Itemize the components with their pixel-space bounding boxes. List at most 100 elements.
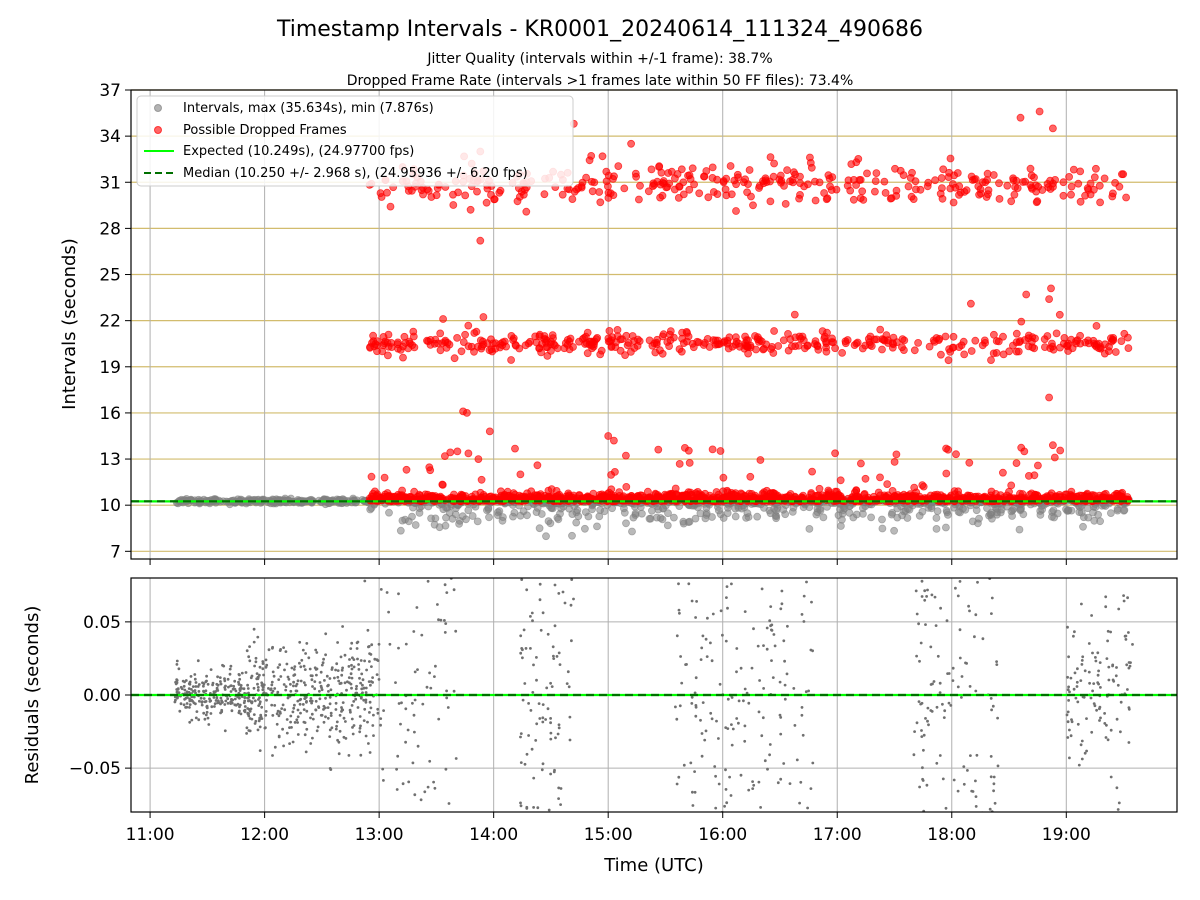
residual-point xyxy=(319,670,323,674)
dropped-frame-point xyxy=(898,496,907,505)
residual-point xyxy=(763,759,767,763)
residual-point xyxy=(364,691,368,694)
residuals-xtick-label: 17:00 xyxy=(813,825,862,845)
interval-point xyxy=(1015,525,1024,534)
residual-point xyxy=(947,701,951,705)
residual-point xyxy=(205,674,209,678)
residual-point xyxy=(954,586,957,590)
residual-point xyxy=(355,647,359,650)
residual-point xyxy=(292,706,296,710)
dropped-frame-point xyxy=(872,169,881,178)
residual-point xyxy=(279,711,282,715)
residual-point xyxy=(531,619,534,623)
residual-point xyxy=(549,717,552,720)
residual-point xyxy=(296,733,300,736)
dropped-frame-point xyxy=(377,193,386,201)
residual-point xyxy=(1109,775,1113,779)
residual-point xyxy=(1117,607,1121,611)
residual-point xyxy=(239,712,243,716)
intervals-y-axis-label: Intervals (seconds) xyxy=(59,238,80,410)
interval-point xyxy=(679,517,688,526)
residual-point xyxy=(726,727,730,730)
residual-point xyxy=(289,714,293,718)
residual-point xyxy=(941,702,944,706)
dropped-frame-point xyxy=(987,356,995,365)
residual-point xyxy=(335,724,338,728)
residual-point xyxy=(316,725,320,729)
interval-point xyxy=(816,506,825,515)
interval-point xyxy=(631,511,640,519)
dropped-frame-point xyxy=(531,332,540,341)
residual-point xyxy=(252,696,255,700)
residual-point xyxy=(212,696,216,699)
residual-point xyxy=(311,736,314,740)
interval-point xyxy=(596,506,604,514)
residual-point xyxy=(254,656,258,660)
interval-point xyxy=(723,509,732,518)
interval-point xyxy=(537,510,546,518)
dropped-frame-point xyxy=(653,493,662,502)
residual-point xyxy=(724,726,728,729)
residual-point xyxy=(334,701,338,705)
residual-point xyxy=(309,716,312,720)
residual-point xyxy=(290,726,293,729)
dropped-frame-point xyxy=(866,341,874,349)
residual-point xyxy=(739,773,743,777)
residual-point xyxy=(751,787,755,790)
residual-point xyxy=(283,668,286,672)
residual-point xyxy=(223,686,227,689)
dropped-frame-point xyxy=(656,193,664,202)
residual-point xyxy=(923,589,927,593)
residual-point xyxy=(206,682,210,686)
residual-point xyxy=(709,641,712,645)
residuals-ytick-label: −0.05 xyxy=(69,759,121,779)
dropped-frame-point xyxy=(622,451,630,460)
residual-point xyxy=(743,610,747,613)
dropped-frame-outlier xyxy=(1022,290,1031,299)
interval-point xyxy=(628,527,636,536)
dropped-frame-point xyxy=(409,327,418,336)
dropped-frame-point xyxy=(581,340,589,348)
dropped-frame-point xyxy=(681,443,689,452)
residual-point xyxy=(239,686,243,690)
dropped-frame-point xyxy=(380,339,389,348)
dropped-frame-point xyxy=(795,194,803,203)
residual-point xyxy=(335,720,339,724)
residual-point xyxy=(1090,614,1093,617)
residual-point xyxy=(540,768,544,772)
residual-point xyxy=(363,579,367,583)
residual-point xyxy=(401,782,405,786)
residual-point xyxy=(443,583,447,587)
interval-point xyxy=(253,496,262,505)
residual-point xyxy=(260,681,264,685)
residual-point xyxy=(995,660,998,663)
dropped-frame-point xyxy=(690,180,698,189)
residual-point xyxy=(193,677,197,681)
residual-point xyxy=(1066,688,1070,692)
residual-point xyxy=(283,708,287,712)
dropped-frame-point xyxy=(740,344,749,353)
residual-point xyxy=(715,719,718,723)
interval-point xyxy=(1120,506,1128,515)
dropped-frame-point xyxy=(767,489,775,498)
residuals-xtick-label: 14:00 xyxy=(469,825,518,845)
residual-point xyxy=(713,765,717,768)
residual-point xyxy=(246,683,250,687)
residual-point xyxy=(368,711,371,714)
residual-point xyxy=(278,649,282,652)
residual-point xyxy=(285,731,289,735)
residual-point xyxy=(938,681,942,685)
intervals-ytick-label: 10 xyxy=(99,496,121,516)
dropped-frame-point xyxy=(438,480,447,489)
residual-point xyxy=(205,679,208,683)
dropped-frame-point xyxy=(1021,177,1030,186)
dropped-frame-point xyxy=(871,177,880,186)
dropped-frame-point xyxy=(1115,182,1124,191)
residual-point xyxy=(783,659,786,663)
residual-point xyxy=(354,687,358,691)
residual-point xyxy=(252,686,256,690)
residual-point xyxy=(292,668,296,671)
residual-point xyxy=(1089,696,1093,700)
residual-point xyxy=(276,666,280,669)
residual-point xyxy=(762,687,765,690)
